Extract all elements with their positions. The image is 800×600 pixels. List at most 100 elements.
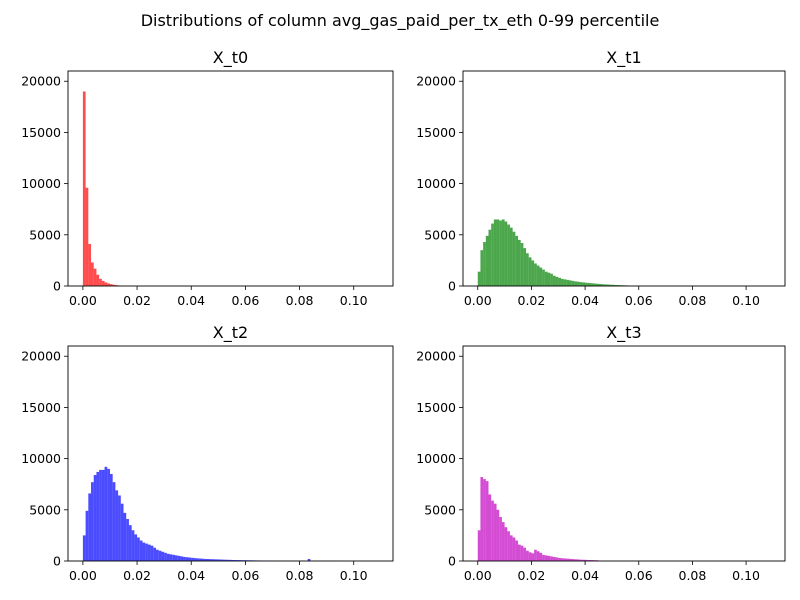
- histogram-bar: [115, 490, 119, 561]
- histogram-bar: [218, 559, 222, 561]
- histogram-bar: [488, 494, 492, 561]
- y-tick-label: 0: [448, 554, 456, 569]
- histogram-bar: [547, 272, 551, 286]
- histogram-bar: [568, 280, 572, 286]
- histogram-bar: [504, 527, 508, 561]
- histogram-bar: [560, 278, 564, 286]
- histogram-bar: [104, 282, 108, 286]
- histogram-bar: [107, 283, 110, 286]
- histogram-bar: [585, 282, 588, 286]
- y-tick-label: 5000: [424, 502, 456, 517]
- histogram-bars: [82, 91, 124, 286]
- histogram-bar: [507, 531, 510, 561]
- histogram-bar: [574, 559, 578, 561]
- histogram-bar: [552, 556, 556, 561]
- histogram-bar: [614, 284, 618, 286]
- histogram-bar: [555, 557, 559, 561]
- x-tick-label: 0.10: [340, 293, 368, 308]
- histogram-bar: [504, 221, 508, 286]
- histogram-bar: [123, 512, 127, 561]
- y-tick-label: 5000: [424, 227, 456, 242]
- histogram-bar: [501, 219, 505, 286]
- histogram-bar: [164, 552, 167, 561]
- subplot-title: X_t3: [606, 323, 641, 343]
- histogram-bar: [150, 545, 154, 561]
- y-tick-label: 10000: [416, 451, 456, 466]
- histogram-bar: [307, 558, 311, 561]
- histogram-bar: [188, 557, 192, 561]
- subplot-2: 0.00 0.02 0.04 0.06 0.08 0.10 0 5000 10000 15000 2…: [21, 323, 394, 583]
- histogram-bar: [131, 530, 135, 561]
- histogram-bar: [85, 187, 89, 286]
- histogram-bar: [523, 547, 527, 561]
- subplot-0: 0.00 0.02 0.04 0.06 0.08 0.10 0 5000 10000 15000 2…: [21, 48, 394, 308]
- histogram-bar: [91, 482, 94, 561]
- subplot-title: X_t2: [213, 323, 248, 343]
- histogram-bar: [139, 540, 143, 561]
- histogram-bar: [493, 503, 497, 561]
- y-tick-label: 20000: [21, 349, 61, 364]
- x-tick-label: 0.06: [625, 293, 653, 308]
- histogram-bar: [207, 559, 211, 561]
- histogram-bar: [101, 469, 105, 561]
- histogram-bar: [617, 285, 620, 286]
- histogram-bar: [99, 278, 102, 286]
- histogram-bar: [153, 547, 157, 561]
- histogram-bar: [528, 257, 532, 286]
- histogram-bars: [477, 219, 631, 286]
- histogram-bar: [496, 509, 500, 561]
- histogram-bar: [577, 281, 580, 286]
- y-tick-label: 20000: [21, 74, 61, 89]
- x-tick-label: 0.04: [571, 293, 599, 308]
- histogram-bar: [547, 555, 551, 561]
- histogram-bar: [204, 558, 208, 561]
- x-tick-label: 0.02: [123, 568, 151, 583]
- y-tick-label: 10000: [21, 451, 61, 466]
- x-tick-label: 0.08: [679, 568, 707, 583]
- x-tick-label: 0.08: [286, 293, 314, 308]
- histogram-bar: [134, 534, 138, 561]
- histogram-bar: [496, 219, 500, 286]
- histogram-bar: [112, 482, 116, 561]
- histogram-bar: [88, 244, 92, 286]
- histogram-bar: [85, 510, 89, 561]
- x-tick-label: 0.06: [231, 568, 259, 583]
- y-tick-label: 10000: [416, 176, 456, 191]
- histogram-bar: [518, 544, 521, 561]
- histogram-bar: [193, 558, 197, 561]
- x-tick-label: 0.02: [518, 568, 546, 583]
- histogram-bar: [120, 503, 124, 561]
- histogram-bar: [598, 283, 602, 286]
- histogram-bar: [528, 552, 532, 561]
- histogram-bar: [101, 280, 105, 286]
- y-tick-label: 20000: [416, 349, 456, 364]
- histogram-bar: [555, 276, 559, 286]
- histogram-bar: [595, 283, 599, 286]
- histogram-bar: [215, 559, 219, 561]
- histogram-bar: [483, 241, 486, 286]
- histogram-bar: [520, 545, 524, 561]
- histogram-bar: [196, 558, 200, 561]
- histogram-bar: [526, 253, 529, 286]
- histogram-bar: [477, 271, 481, 286]
- histogram-bar: [568, 558, 572, 561]
- histogram-bar: [126, 519, 129, 561]
- histogram-bar: [128, 525, 132, 561]
- y-tick-label: 5000: [29, 502, 61, 517]
- histogram-bar: [571, 559, 575, 561]
- histogram-bar: [93, 475, 97, 561]
- histogram-bar: [609, 284, 612, 286]
- histogram-bar: [480, 477, 484, 561]
- histogram-bar: [229, 559, 232, 561]
- histogram-bar: [593, 283, 596, 286]
- histogram-bar: [485, 235, 489, 286]
- histogram-bar: [109, 284, 113, 286]
- histogram-bar: [539, 267, 543, 286]
- x-tick-label: 0.06: [231, 293, 259, 308]
- histogram-bar: [166, 553, 170, 561]
- histogram-bar: [107, 468, 110, 561]
- histogram-bar: [493, 219, 497, 286]
- histogram-bar: [191, 557, 194, 561]
- histogram-bars: [82, 466, 343, 561]
